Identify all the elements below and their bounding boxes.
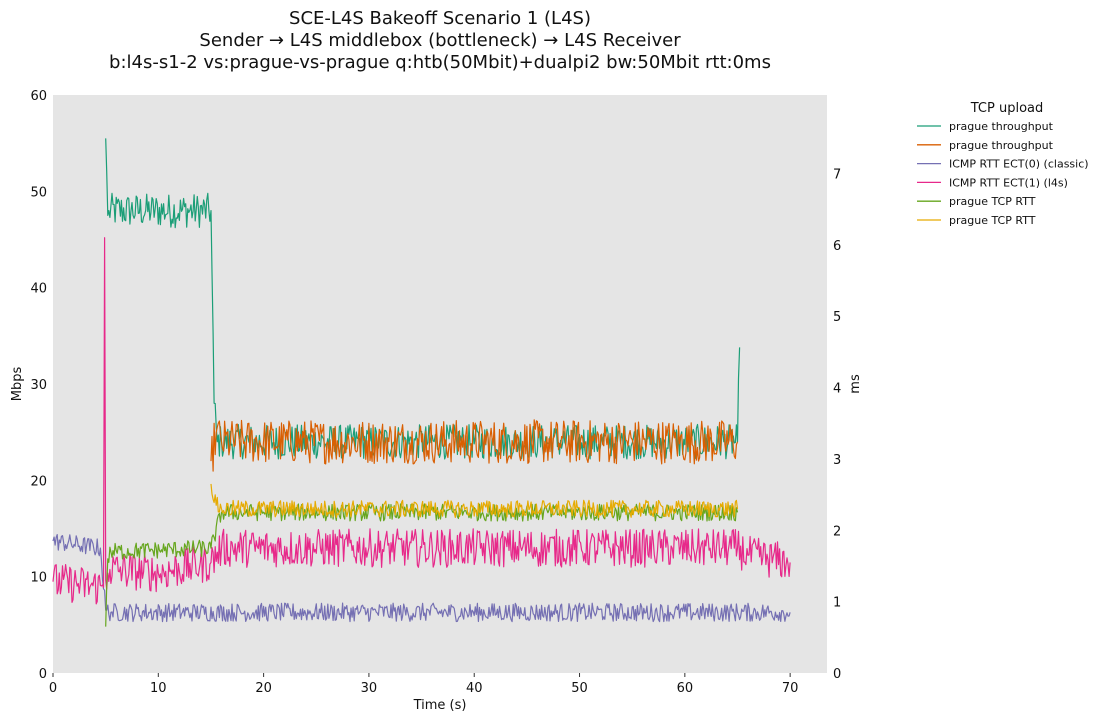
- y-left-tick-label: 50: [30, 185, 47, 200]
- y-right-tick-label: 1: [833, 596, 841, 611]
- legend-label: ICMP RTT ECT(0) (classic): [949, 158, 1089, 171]
- series-line-1-0: [210, 419, 739, 472]
- legend-label: prague throughput: [949, 139, 1054, 152]
- legend-label: ICMP RTT ECT(1) (l4s): [949, 176, 1068, 189]
- y-right-axis-label: ms: [848, 374, 863, 394]
- axes-layer: 0 10 20 30 40 50 60 70 0 10 20 30 40 50 60 0 1 2 3 4 5 6 7 Time…: [10, 89, 863, 713]
- y-left-axis-label: Mbps: [10, 367, 25, 402]
- chart-title-line-3: b:l4s-s1-2 vs:prague-vs-prague q:htb(50M…: [109, 52, 771, 73]
- y-left-tick-label: 60: [30, 89, 47, 104]
- series-line-5-0: [210, 483, 739, 519]
- y-left-tick-label: 10: [30, 571, 47, 586]
- series-layer: [52, 138, 791, 627]
- x-tick-label: 50: [571, 681, 588, 696]
- legend-label: prague throughput: [949, 120, 1054, 133]
- y-left-tick-label: 40: [30, 282, 47, 297]
- x-tick-label: 10: [150, 681, 167, 696]
- x-tick-label: 0: [49, 681, 57, 696]
- y-right-tick-label: 0: [833, 667, 841, 682]
- x-tick-label: 20: [255, 681, 272, 696]
- y-left-tick-label: 30: [30, 378, 47, 393]
- x-tick-label: 70: [782, 681, 799, 696]
- x-tick-label: 60: [677, 681, 694, 696]
- y-right-tick-label: 2: [833, 524, 841, 539]
- legend-label: prague TCP RTT: [949, 195, 1036, 208]
- x-tick-label: 30: [361, 681, 378, 696]
- y-right-tick-label: 7: [833, 167, 841, 182]
- chart-title-line-1: SCE-L4S Bakeoff Scenario 1 (L4S): [289, 8, 591, 29]
- x-tick-label: 40: [466, 681, 483, 696]
- y-right-tick-label: 6: [833, 239, 841, 254]
- legend-label: prague TCP RTT: [949, 214, 1036, 227]
- series-line-3-0: [52, 237, 791, 605]
- y-right-tick-label: 4: [833, 382, 841, 397]
- plot-area: [53, 95, 827, 673]
- y-right-tick-label: 3: [833, 453, 841, 468]
- chart-title-line-2: Sender → L4S middlebox (bottleneck) → L4…: [199, 30, 681, 51]
- legend-title: TCP upload: [970, 101, 1044, 116]
- legend: TCP upload prague throughput prague throug…: [917, 101, 1089, 227]
- y-left-tick-label: 20: [30, 474, 47, 489]
- series-line-0-0: [105, 138, 741, 460]
- x-axis-label: Time (s): [413, 698, 467, 713]
- y-left-tick-label: 0: [39, 667, 47, 682]
- series-line-2-0: [52, 533, 791, 623]
- y-right-tick-label: 5: [833, 310, 841, 325]
